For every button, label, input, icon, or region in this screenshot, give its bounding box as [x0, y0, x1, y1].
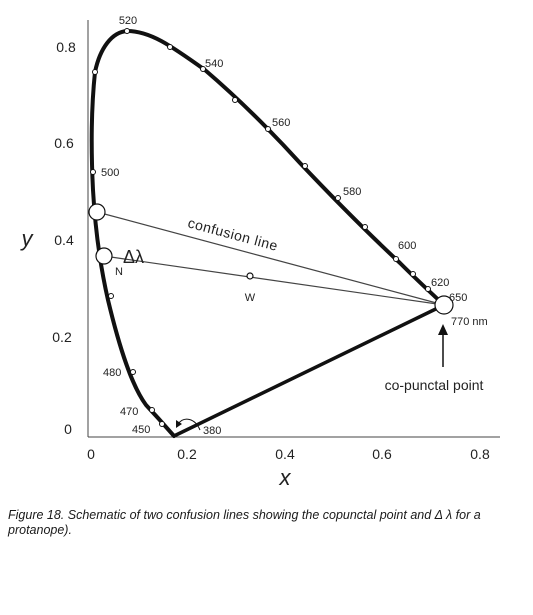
label-580: 580 [343, 186, 361, 198]
y-tick-0: 0 [64, 421, 72, 437]
label-450: 450 [132, 424, 150, 436]
x-tick-0.4: 0.4 [275, 446, 295, 462]
label-540: 540 [205, 58, 223, 70]
confusion-line-upper [96, 211, 445, 306]
label-520: 520 [119, 15, 137, 27]
spectral-locus [89, 29, 446, 438]
lower-confusion-endpoint [95, 247, 113, 265]
label-380: 380 [203, 425, 221, 437]
label-620: 620 [431, 277, 449, 289]
wavelength-markers [90, 28, 431, 427]
x-tick-0.6: 0.6 [372, 446, 392, 462]
label-470: 470 [120, 406, 138, 418]
label-600: 600 [398, 240, 416, 252]
figure-caption: Figure 18. Schematic of two confusion li… [8, 507, 481, 537]
label-480: 480 [103, 367, 121, 379]
copunctal-arrow-head [438, 324, 448, 335]
copunctal-label: co-punctal point [385, 377, 484, 393]
delta-lambda-label: Δλ [123, 247, 144, 267]
x-tick-0.8: 0.8 [470, 446, 490, 462]
x-axis-title: x [279, 465, 292, 490]
purple-line [173, 303, 445, 438]
x-tick-0: 0 [87, 446, 95, 462]
y-axis-title: y [20, 226, 35, 251]
y-tick-0.8: 0.8 [56, 39, 76, 55]
label-650: 650 [449, 292, 467, 304]
label-380-pointer [177, 418, 201, 431]
w-label: W [245, 292, 256, 304]
white-point-marker [246, 272, 254, 280]
label-770: 770 nm [451, 316, 488, 328]
chromaticity-diagram: 0 0.2 0.4 0.6 0.8 0 0.2 0.4 0.6 0.8 x y [20, 15, 500, 490]
copunctal-point-marker [434, 295, 454, 315]
y-tick-0.6: 0.6 [54, 135, 74, 151]
n-label: N [115, 266, 123, 278]
y-tick-0.2: 0.2 [52, 329, 72, 345]
label-560: 560 [272, 117, 290, 129]
label-380-pointer-head [176, 420, 182, 428]
upper-confusion-endpoint [88, 203, 106, 221]
y-tick-0.4: 0.4 [54, 232, 74, 248]
confusion-line-lower [103, 255, 445, 306]
x-tick-0.2: 0.2 [177, 446, 197, 462]
label-500: 500 [101, 167, 119, 179]
